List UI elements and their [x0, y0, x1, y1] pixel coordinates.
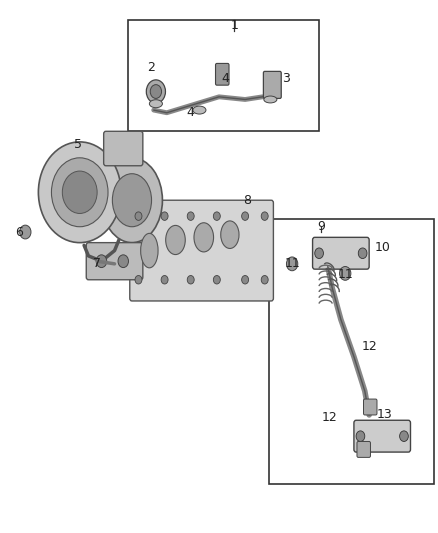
Circle shape	[213, 276, 220, 284]
FancyBboxPatch shape	[215, 63, 229, 85]
FancyBboxPatch shape	[130, 200, 273, 301]
Circle shape	[187, 276, 194, 284]
Text: 4: 4	[222, 72, 230, 85]
Circle shape	[399, 431, 408, 441]
Ellipse shape	[221, 221, 239, 248]
FancyBboxPatch shape	[354, 420, 410, 452]
Circle shape	[187, 212, 194, 220]
FancyBboxPatch shape	[313, 237, 369, 269]
Text: 6: 6	[15, 225, 23, 239]
Text: 11: 11	[337, 268, 353, 281]
Text: 11: 11	[285, 257, 301, 270]
Bar	[127, 20, 319, 131]
Text: 8: 8	[243, 193, 251, 207]
Circle shape	[62, 171, 97, 214]
Text: 7: 7	[93, 257, 101, 270]
Circle shape	[261, 212, 268, 220]
Ellipse shape	[113, 174, 152, 227]
Circle shape	[242, 276, 249, 284]
FancyBboxPatch shape	[357, 441, 371, 457]
Circle shape	[339, 266, 351, 280]
Circle shape	[358, 248, 367, 259]
Circle shape	[146, 80, 166, 103]
Text: 4: 4	[187, 106, 194, 119]
Bar	[269, 219, 434, 484]
Text: 10: 10	[374, 241, 390, 254]
Circle shape	[118, 255, 128, 268]
FancyBboxPatch shape	[263, 71, 281, 99]
Ellipse shape	[141, 233, 158, 268]
FancyBboxPatch shape	[104, 131, 143, 166]
Text: 5: 5	[74, 138, 81, 151]
Text: 9: 9	[318, 220, 325, 233]
Circle shape	[96, 255, 107, 268]
Circle shape	[315, 248, 323, 259]
Circle shape	[286, 257, 298, 271]
Text: 12: 12	[322, 411, 338, 424]
Circle shape	[51, 158, 108, 227]
Ellipse shape	[149, 100, 162, 108]
Circle shape	[261, 276, 268, 284]
FancyBboxPatch shape	[86, 243, 143, 280]
Ellipse shape	[166, 225, 185, 255]
Text: 12: 12	[361, 340, 377, 352]
Circle shape	[161, 276, 168, 284]
Circle shape	[150, 85, 162, 99]
Ellipse shape	[264, 96, 277, 103]
Circle shape	[135, 212, 142, 220]
FancyBboxPatch shape	[364, 399, 377, 415]
Ellipse shape	[194, 223, 214, 252]
Circle shape	[39, 142, 121, 243]
Circle shape	[242, 212, 249, 220]
Text: 1: 1	[230, 19, 238, 32]
Circle shape	[20, 225, 31, 239]
Circle shape	[356, 431, 365, 441]
Text: 2: 2	[148, 61, 155, 74]
Ellipse shape	[193, 106, 206, 114]
Circle shape	[161, 212, 168, 220]
Text: 13: 13	[377, 408, 392, 422]
Circle shape	[213, 212, 220, 220]
Text: 3: 3	[283, 72, 290, 85]
Ellipse shape	[102, 158, 162, 243]
Circle shape	[135, 276, 142, 284]
